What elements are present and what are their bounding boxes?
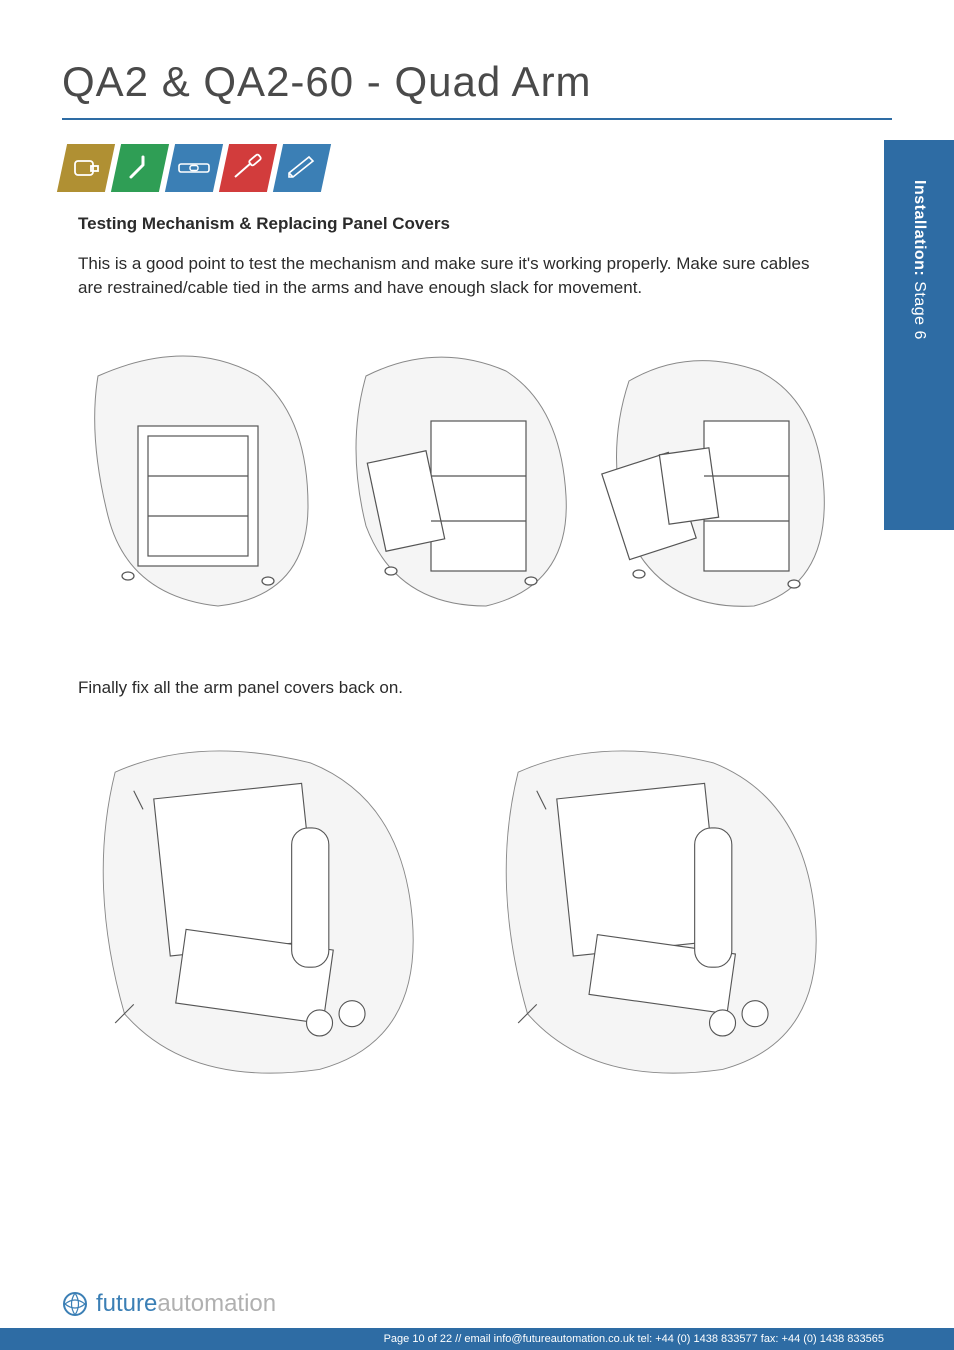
mechanism-diagram-extended bbox=[594, 336, 834, 626]
mechanism-diagram-closed bbox=[78, 336, 318, 626]
side-tab-bold: Installation: bbox=[911, 180, 928, 276]
panel-cover-diagram-closed bbox=[481, 735, 834, 1088]
footer-bar: Page 10 of 22 // email info@futureautoma… bbox=[0, 1328, 954, 1350]
footer-bar-text: Page 10 of 22 // email info@futureautoma… bbox=[384, 1333, 884, 1345]
panel-cover-diagram-open bbox=[78, 735, 431, 1088]
allen-key-icon bbox=[111, 144, 169, 192]
globe-icon bbox=[62, 1291, 88, 1317]
body-paragraph-1: This is a good point to test the mechani… bbox=[0, 252, 954, 300]
figure-row-1 bbox=[0, 336, 954, 626]
title-rule bbox=[62, 118, 892, 120]
footer-logo: futureautomation bbox=[0, 1290, 954, 1328]
mechanism-diagram-partial bbox=[336, 336, 576, 626]
logo-text-muted: automation bbox=[157, 1290, 276, 1317]
screwdriver-icon bbox=[219, 144, 277, 192]
spirit-level-icon bbox=[165, 144, 223, 192]
pencil-icon bbox=[273, 144, 331, 192]
page-title: QA2 & QA2-60 - Quad Arm bbox=[0, 0, 954, 118]
tape-measure-icon bbox=[57, 144, 115, 192]
section-heading: Testing Mechanism & Replacing Panel Cove… bbox=[0, 214, 954, 252]
body-paragraph-2: Finally fix all the arm panel covers bac… bbox=[0, 676, 954, 700]
side-tab-label: Installation: Stage 6 bbox=[910, 180, 928, 340]
side-tab: Installation: Stage 6 bbox=[884, 140, 954, 530]
logo-text-accent: future bbox=[96, 1290, 157, 1317]
figure-row-2 bbox=[0, 735, 954, 1108]
tool-icon-row bbox=[0, 144, 954, 192]
side-tab-rest: Stage 6 bbox=[911, 276, 928, 340]
footer: futureautomation Page 10 of 22 // email … bbox=[0, 1290, 954, 1350]
